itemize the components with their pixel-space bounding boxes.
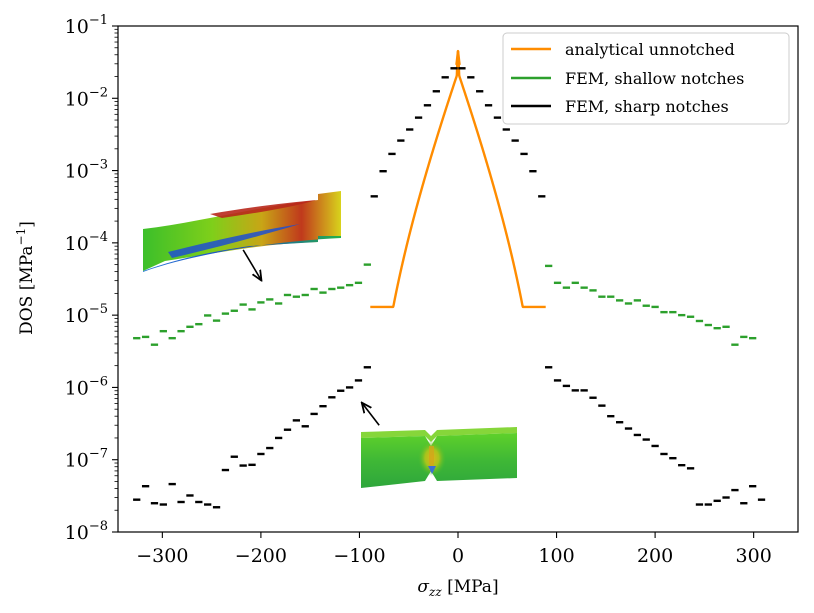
x-tick-label: 300 [736, 545, 772, 567]
y-tick-label: 10−2 [65, 85, 108, 110]
y-tick-label: 10−3 [65, 158, 108, 183]
x-tick-label: −300 [136, 545, 188, 567]
y-tick-exponent: −3 [89, 158, 108, 173]
y-tick-base: 10 [65, 450, 89, 472]
y-tick-exponent: −6 [89, 374, 108, 389]
sharp-notch-specimen-top [361, 427, 517, 442]
y-tick-base: 10 [65, 305, 89, 327]
x-axis-label-symbol: σ [417, 577, 429, 597]
legend-label-sharp: FEM, sharp notches [565, 97, 729, 116]
legend-frame [502, 32, 790, 125]
shallow-notch-specimen-red-band [210, 200, 316, 218]
y-tick-exponent: −7 [89, 447, 108, 462]
series-2 [133, 263, 757, 346]
y-tick-base: 10 [65, 161, 89, 183]
y-tick-label: 10−5 [65, 302, 108, 327]
series-1 [369, 49, 547, 309]
y-axis-label-base: DOS [MPa [17, 245, 37, 334]
sharp-notch-inset-image [361, 427, 517, 488]
y-tick-label: 10−4 [65, 230, 108, 255]
shallow-notch-inset-image [143, 191, 341, 272]
x-axis-label-unit: [MPa] [442, 577, 499, 597]
y-tick-base: 10 [65, 233, 89, 255]
legend-label-analytical: analytical unnotched [565, 40, 735, 59]
x-tick-label: −200 [235, 545, 287, 567]
y-axis-label-superscript: −1 [14, 228, 28, 246]
y-tick-exponent: −4 [89, 230, 108, 245]
sharp-notch-inset-arrow [362, 403, 380, 426]
shallow-notch-specimen-blue-band [168, 224, 300, 258]
x-tick-label: 100 [538, 545, 574, 567]
y-axis-label-close: ] [17, 221, 37, 228]
series-layer [133, 49, 766, 509]
series-3 [133, 366, 766, 509]
axes-layer: −300 −200 −100 0 100 200 30010−810−710−610−510… [65, 13, 799, 567]
y-tick-base: 10 [65, 377, 89, 399]
x-axis-label: σzz [MPa] [417, 577, 498, 599]
y-tick-exponent: −1 [89, 13, 108, 28]
annotation-layer [242, 249, 380, 426]
sharp-notch-stress-core [429, 446, 434, 470]
y-tick-exponent: −5 [89, 302, 108, 317]
legend: analytical unnotched FEM, shallow notche… [502, 32, 790, 125]
y-tick-exponent: −2 [89, 85, 108, 100]
y-tick-exponent: −8 [89, 519, 108, 534]
sharp-notch-blue-tip [428, 466, 436, 474]
x-axis-label-subscript: zz [428, 585, 442, 599]
y-tick-base: 10 [65, 88, 89, 110]
analytical-peak [455, 50, 461, 65]
y-tick-label: 10−7 [65, 447, 108, 472]
shallow-notch-inset-arrow [242, 249, 261, 280]
y-tick-label: 10−6 [65, 374, 108, 399]
x-tick-label: 0 [452, 545, 464, 567]
y-tick-label: 10−8 [65, 519, 108, 544]
legend-label-shallow: FEM, shallow notches [565, 69, 744, 88]
x-tick-label: −100 [333, 545, 385, 567]
y-tick-base: 10 [65, 522, 89, 544]
x-tick-label: 200 [637, 545, 673, 567]
y-tick-label: 10−1 [65, 13, 108, 38]
series-4 [370, 67, 546, 198]
y-axis-label: DOS [MPa−1] [14, 221, 37, 335]
y-tick-base: 10 [65, 16, 89, 38]
